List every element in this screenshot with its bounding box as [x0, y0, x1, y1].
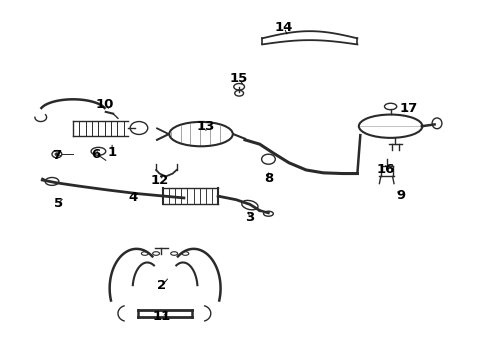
- Text: 16: 16: [376, 163, 395, 176]
- Text: 1: 1: [107, 145, 117, 158]
- Text: 10: 10: [95, 98, 114, 111]
- Text: 13: 13: [196, 121, 215, 134]
- Text: 7: 7: [52, 149, 61, 162]
- Text: 8: 8: [264, 172, 273, 185]
- Text: 3: 3: [245, 211, 254, 224]
- Text: 5: 5: [54, 197, 63, 210]
- Text: 11: 11: [153, 310, 171, 324]
- Circle shape: [55, 153, 59, 156]
- Text: 17: 17: [399, 102, 418, 115]
- Text: 15: 15: [230, 72, 248, 85]
- Text: 12: 12: [150, 174, 169, 186]
- Text: 6: 6: [91, 148, 100, 161]
- Text: 2: 2: [157, 279, 167, 292]
- Text: 4: 4: [128, 192, 137, 204]
- Text: 14: 14: [275, 21, 294, 34]
- Text: 9: 9: [397, 189, 406, 202]
